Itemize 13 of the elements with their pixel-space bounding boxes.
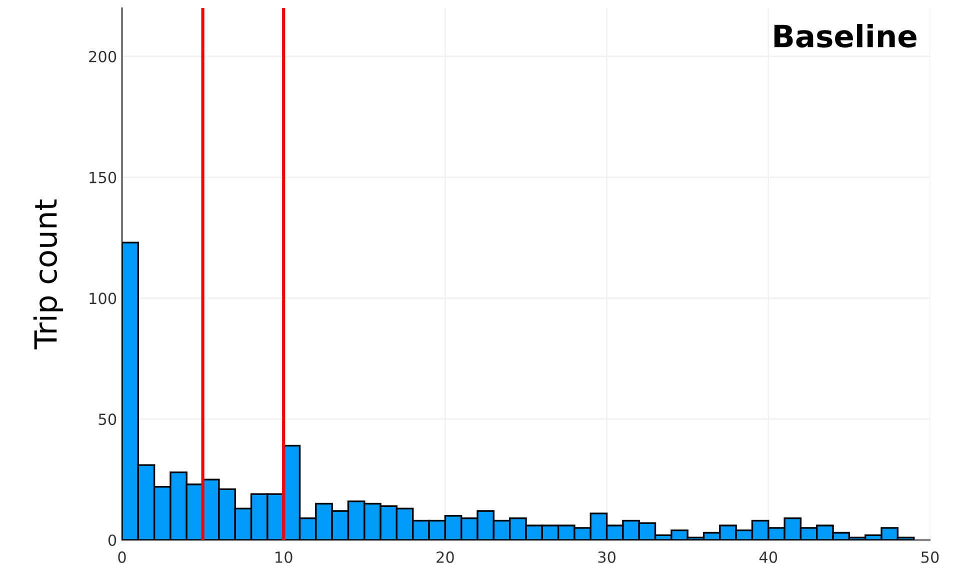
- y-tick-label: 0: [108, 534, 116, 546]
- y-tick-label: 100: [90, 292, 116, 304]
- y-tick-label: 200: [89, 50, 116, 62]
- y-tick-label: 50: [98, 414, 116, 426]
- x-tick-label: 50: [921, 551, 939, 563]
- x-tick-label: 0: [118, 551, 126, 563]
- y-axis-title: Trip count: [33, 199, 63, 350]
- chart-title: Baseline: [774, 24, 916, 48]
- y-tick-label: 150: [90, 172, 116, 184]
- x-tick-label: 30: [598, 551, 616, 563]
- x-tick-label: 20: [436, 551, 454, 563]
- x-tick-label: 10: [276, 551, 292, 563]
- x-tick-label: 40: [759, 551, 778, 563]
